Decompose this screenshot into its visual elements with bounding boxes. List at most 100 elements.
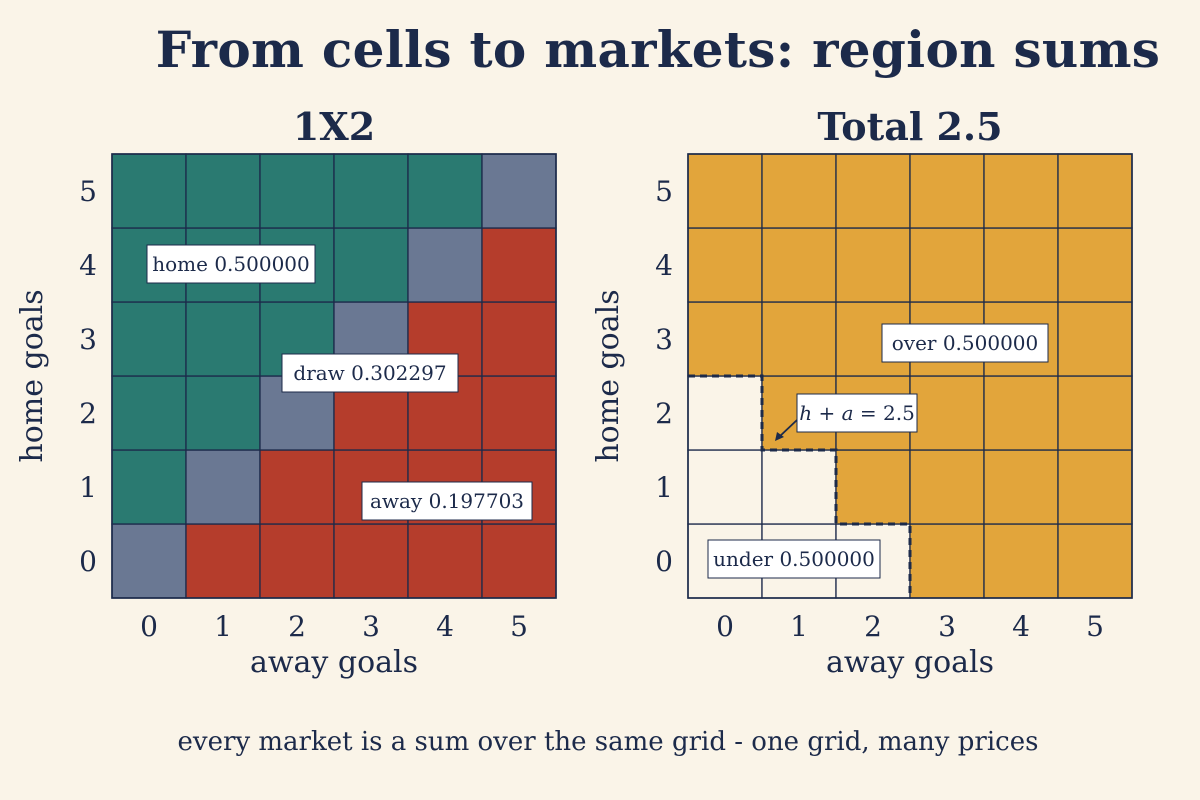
boundary-arrow-head: [775, 432, 784, 441]
cell-home-h2-a1: [185, 375, 261, 451]
cell-away-h1-a2: [259, 449, 335, 525]
cell-over-h3-a0: [687, 301, 763, 377]
x-tick-label: 5: [510, 610, 528, 643]
cell-over-h0-a5: [1057, 523, 1133, 599]
cell-draw-h4-a4: [407, 227, 483, 303]
x-tick-label: 3: [362, 610, 380, 643]
y-axis-label: home goals: [591, 289, 626, 462]
x-tick-label: 4: [436, 610, 454, 643]
label-draw: draw 0.302297: [281, 353, 459, 393]
cell-over-h4-a4: [983, 227, 1059, 303]
cell-over-h2-a5: [1057, 375, 1133, 451]
label-home: home 0.500000: [146, 244, 316, 284]
label-home-box: [146, 244, 316, 284]
figure-title: From cells to markets: region sums: [155, 20, 1161, 79]
cell-home-h1-a0: [111, 449, 187, 525]
x-tick-label: 4: [1012, 610, 1030, 643]
x-tick-label: 0: [140, 610, 158, 643]
cell-over-h4-a0: [687, 227, 763, 303]
cell-home-h3-a0: [111, 301, 187, 377]
label-away-text: away 0.197703: [370, 489, 524, 513]
cell-over-h1-a2: [835, 449, 911, 525]
cell-over-h5-a2: [835, 153, 911, 229]
grid-total: 0 1 2 3 4 5 0 1 2 3 4 5 away goals home goals: [591, 153, 1133, 680]
x-tick-label: 1: [214, 610, 232, 643]
y-tick-label: 2: [79, 397, 97, 430]
cell-draw-h0-a0: [111, 523, 187, 599]
cell-over-h4-a1: [761, 227, 837, 303]
cell-over-h5-a1: [761, 153, 837, 229]
cell-over-h3-a5: [1057, 301, 1133, 377]
y-tick-label: 3: [79, 323, 97, 356]
label-over: over 0.500000: [881, 323, 1049, 363]
cell-away-h3-a5: [481, 301, 557, 377]
cell-home-h5-a1: [185, 153, 261, 229]
cell-over-h2-a4: [983, 375, 1059, 451]
cell-home-h2-a0: [111, 375, 187, 451]
cell-over-h1-a3: [909, 449, 985, 525]
y-tick-label: 1: [79, 471, 97, 504]
cell-home-h3-a1: [185, 301, 261, 377]
x-tick-label: 5: [1086, 610, 1104, 643]
label-draw-box: [281, 353, 459, 393]
x-tick-label: 3: [938, 610, 956, 643]
cell-over-h2-a3: [909, 375, 985, 451]
label-boundary: h + a = 2.5: [796, 393, 918, 433]
cell-home-h5-a4: [407, 153, 483, 229]
cell-under-h2-a0: [687, 375, 763, 451]
x-tick-label: 2: [864, 610, 882, 643]
y-tick-label: 2: [655, 397, 673, 430]
x-tick-label: 1: [790, 610, 808, 643]
cell-over-h5-a0: [687, 153, 763, 229]
cell-over-h5-a4: [983, 153, 1059, 229]
cell-over-h4-a2: [835, 227, 911, 303]
y-axis-label: home goals: [15, 289, 50, 462]
cell-over-h5-a3: [909, 153, 985, 229]
y-tick-label: 0: [655, 545, 673, 578]
cell-away-h0-a5: [481, 523, 557, 599]
cell-away-h0-a1: [185, 523, 261, 599]
label-draw-text: draw 0.302297: [293, 361, 446, 385]
cell-over-h4-a3: [909, 227, 985, 303]
cell-home-h5-a2: [259, 153, 335, 229]
y-tick-label: 3: [655, 323, 673, 356]
x-axis-label: away goals: [250, 645, 418, 680]
cell-home-h5-a0: [111, 153, 187, 229]
y-tick-label: 1: [655, 471, 673, 504]
cell-home-h5-a3: [333, 153, 409, 229]
cell-draw-h1-a1: [185, 449, 261, 525]
grid-border: [111, 153, 557, 599]
label-away: away 0.197703: [361, 481, 533, 521]
cell-over-h1-a4: [983, 449, 1059, 525]
label-under-text: under 0.500000: [713, 547, 875, 571]
y-tick-label: 5: [79, 175, 97, 208]
label-over-text: over 0.500000: [892, 331, 1039, 355]
x-axis-label: away goals: [826, 645, 994, 680]
label-away-box: [361, 481, 533, 521]
grid-1x2: 0 1 2 3 4 5 0 1 2 3 4 5 away goals home goals: [15, 153, 557, 680]
y-tick-label: 4: [655, 249, 673, 282]
panel-title-total: Total 2.5: [817, 104, 1003, 149]
label-under: under 0.500000: [707, 539, 881, 579]
label-over-box: [881, 323, 1049, 363]
cell-away-h4-a5: [481, 227, 557, 303]
label-boundary-text: h + a = 2.5: [799, 401, 915, 425]
cell-over-h0-a3: [909, 523, 985, 599]
cell-under-h1-a0: [687, 449, 763, 525]
panel-title-1x2: 1X2: [292, 104, 376, 149]
label-under-box: [707, 539, 881, 579]
total-boundary-line: [688, 374, 912, 598]
caption: every market is a sum over the same grid…: [177, 727, 1039, 757]
label-home-text: home 0.500000: [152, 252, 310, 276]
cell-away-h2-a5: [481, 375, 557, 451]
cell-draw-h5-a5: [481, 153, 557, 229]
x-tick-label: 2: [288, 610, 306, 643]
boundary-arrow-line: [778, 419, 798, 438]
y-tick-label: 0: [79, 545, 97, 578]
cell-over-h0-a4: [983, 523, 1059, 599]
cell-home-h4-a3: [333, 227, 409, 303]
cell-over-h4-a5: [1057, 227, 1133, 303]
region-overlays: home 0.500000 draw 0.302297 away 0.197703 o…: [146, 244, 1049, 598]
x-tick-label: 0: [716, 610, 734, 643]
